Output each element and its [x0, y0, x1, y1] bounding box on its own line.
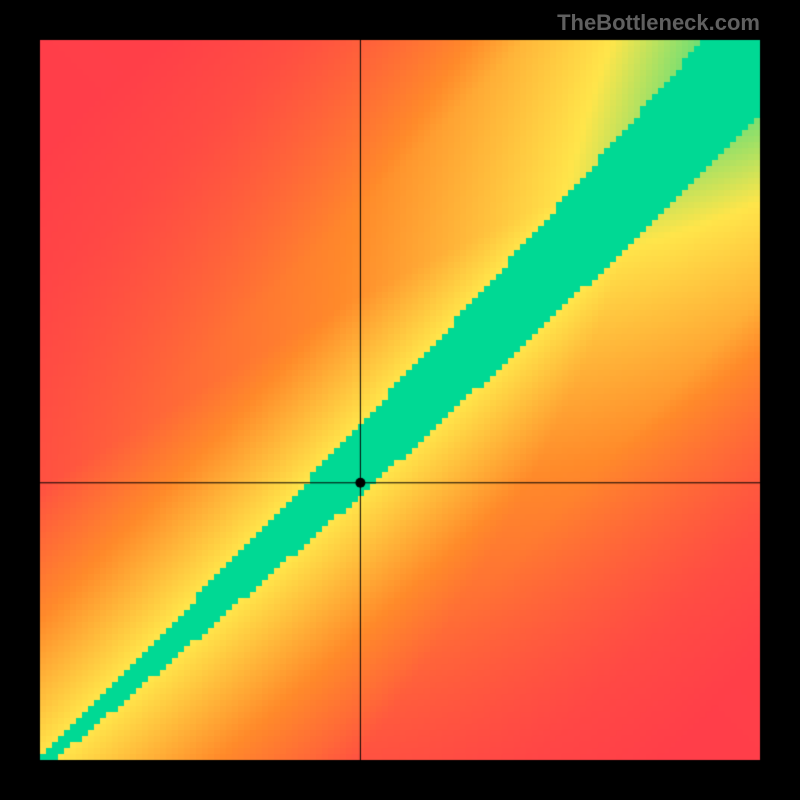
heatmap-canvas [0, 0, 800, 800]
chart-container: TheBottleneck.com [0, 0, 800, 800]
watermark-text: TheBottleneck.com [557, 10, 760, 36]
